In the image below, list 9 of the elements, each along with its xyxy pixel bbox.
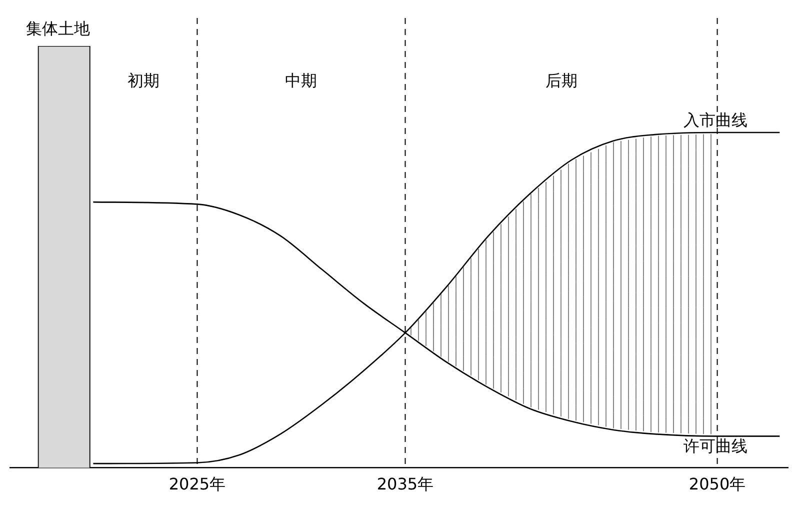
series-label: 许可曲线 [683, 436, 748, 456]
x-tick-label: 2035年 [376, 474, 434, 494]
x-tick-label: 2025年 [168, 474, 226, 494]
annotation: 中期 [285, 71, 318, 90]
series-label: 集体土地 [26, 19, 90, 38]
annotation: 初期 [128, 71, 160, 90]
series-label: 入市曲线 [683, 110, 748, 130]
x-tick-label: 2050年 [688, 474, 746, 494]
annotation: 后期 [545, 71, 578, 90]
